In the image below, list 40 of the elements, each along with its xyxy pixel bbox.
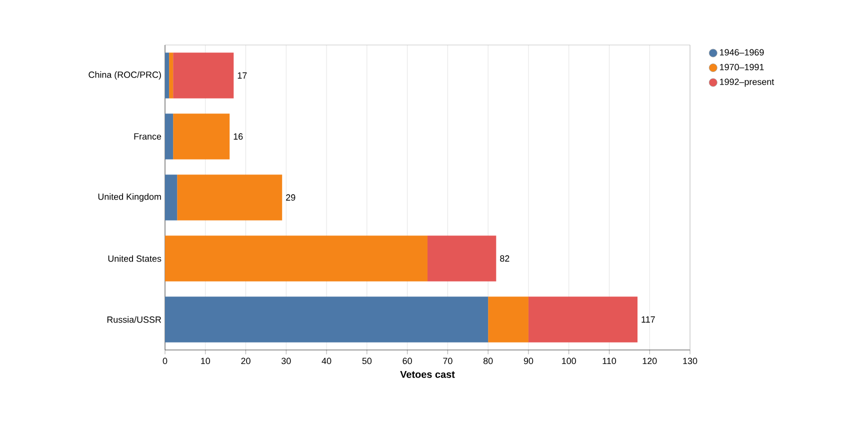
x-tick-label: 80 — [483, 358, 493, 364]
total-label: 16 — [234, 133, 243, 140]
x-tick-label: 100 — [562, 358, 576, 364]
bar — [165, 174, 178, 220]
x-tick-label: 130 — [683, 358, 698, 364]
total-label: 82 — [500, 255, 510, 262]
bar — [165, 236, 428, 282]
x-tick-label: 70 — [443, 358, 452, 364]
bar — [165, 296, 488, 342]
bar — [165, 114, 174, 160]
x-tick-label: 110 — [602, 358, 616, 364]
x-tick-label: 120 — [642, 358, 657, 364]
x-tick-label: 40 — [322, 358, 332, 364]
bar — [165, 52, 170, 98]
total-label: 29 — [286, 194, 296, 201]
bar — [428, 236, 496, 282]
y-tick-label: China (ROC/PRC) — [88, 71, 161, 80]
x-tick-label: 0 — [162, 358, 168, 364]
bar — [528, 296, 638, 342]
x-tick-label: 20 — [241, 358, 250, 364]
x-tick-label: 50 — [362, 358, 372, 364]
bar — [173, 52, 234, 98]
bar — [177, 174, 282, 220]
total-label: 117 — [642, 316, 655, 323]
y-tick-label: France — [134, 133, 162, 140]
y-tick-label: United States — [108, 255, 162, 262]
x-tick-label: 10 — [201, 358, 210, 364]
total-label: 17 — [238, 72, 247, 79]
legend-label: 1992–present — [720, 78, 774, 87]
x-tick-label: 90 — [524, 358, 534, 364]
x-axis-title: Vetoes cast — [400, 370, 455, 378]
bar — [169, 52, 174, 98]
x-tick-label: 30 — [282, 358, 291, 364]
bar — [173, 114, 230, 160]
y-tick-label: Russia/USSR — [107, 316, 162, 323]
legend-label: 1970–1991 — [720, 64, 764, 70]
x-tick-label: 60 — [402, 358, 412, 364]
legend-label: 1946–1969 — [720, 49, 764, 56]
bar — [488, 296, 528, 342]
y-tick-label: United Kingdom — [98, 193, 161, 202]
